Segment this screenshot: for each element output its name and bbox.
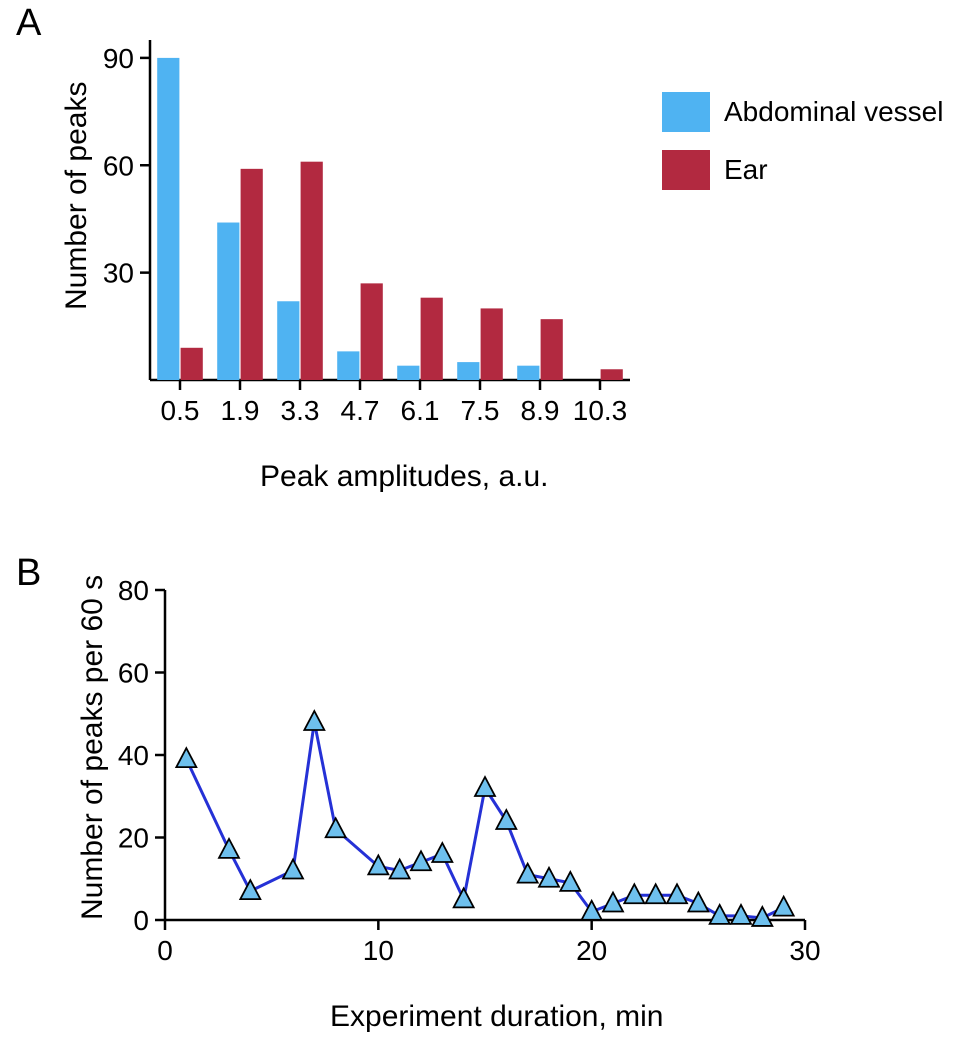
- svg-text:80: 80: [118, 575, 149, 606]
- svg-text:0: 0: [157, 935, 173, 966]
- svg-text:10: 10: [363, 935, 394, 966]
- panel-b-ylabel: Number of peaks per 60 s: [76, 575, 110, 920]
- svg-text:40: 40: [118, 740, 149, 771]
- svg-text:20: 20: [118, 823, 149, 854]
- svg-text:30: 30: [789, 935, 820, 966]
- figure-container: A 3060900.51.93.34.76.17.58.910.3 Number…: [0, 0, 956, 1050]
- svg-text:20: 20: [576, 935, 607, 966]
- svg-text:0: 0: [133, 905, 149, 936]
- panel-b-xlabel: Experiment duration, min: [330, 1000, 664, 1034]
- svg-text:60: 60: [118, 658, 149, 689]
- panel-b-chart: 0 20 40 60 80 0 10 20 30: [0, 0, 956, 1050]
